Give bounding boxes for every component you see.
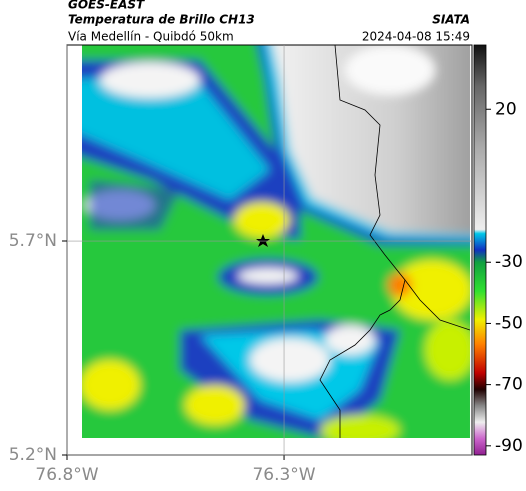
datetime: 2024-04-08 15:49 [362,30,470,44]
colorbar-label: 20 [495,99,517,119]
satellite-image [82,45,470,438]
x-tick-label: 76.3°W [252,465,315,485]
y-tick-label: 5.2°N [9,445,57,465]
x-tick-label: 76.8°W [35,465,98,485]
y-tick-label: 5.7°N [9,231,57,251]
colorbar-label: -50 [495,313,523,333]
subtitle: Vía Medellín - Quibdó 50km [68,30,234,44]
colorbar-label: -70 [495,375,523,395]
title: Temperatura de Brillo CH13 [68,13,255,27]
colorbar [473,44,487,456]
source: GOES-EAST [68,0,145,12]
location-marker [256,234,270,247]
colorbar-label: -30 [495,252,523,272]
org: SIATA [432,13,470,27]
colorbar-label: -90 [495,436,523,456]
